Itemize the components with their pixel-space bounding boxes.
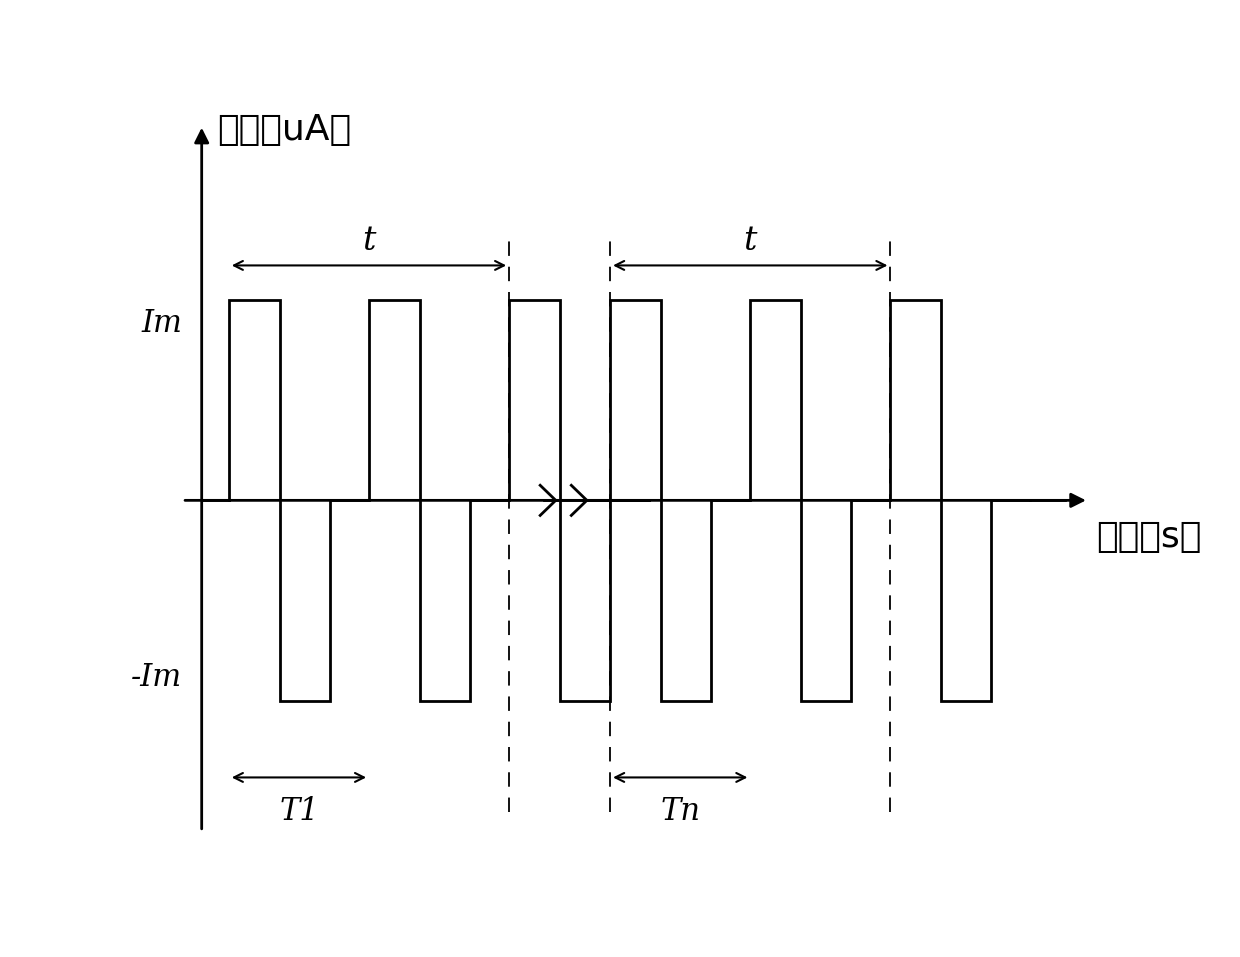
Text: 电流（uA）: 电流（uA） <box>217 113 351 146</box>
Text: 时间（s）: 时间（s） <box>1096 521 1202 554</box>
Text: t: t <box>362 226 376 257</box>
Text: -Im: -Im <box>131 661 182 693</box>
Text: t: t <box>744 226 756 257</box>
Text: Im: Im <box>141 308 182 339</box>
Text: T1: T1 <box>279 795 319 827</box>
Text: Tn: Tn <box>660 795 701 827</box>
